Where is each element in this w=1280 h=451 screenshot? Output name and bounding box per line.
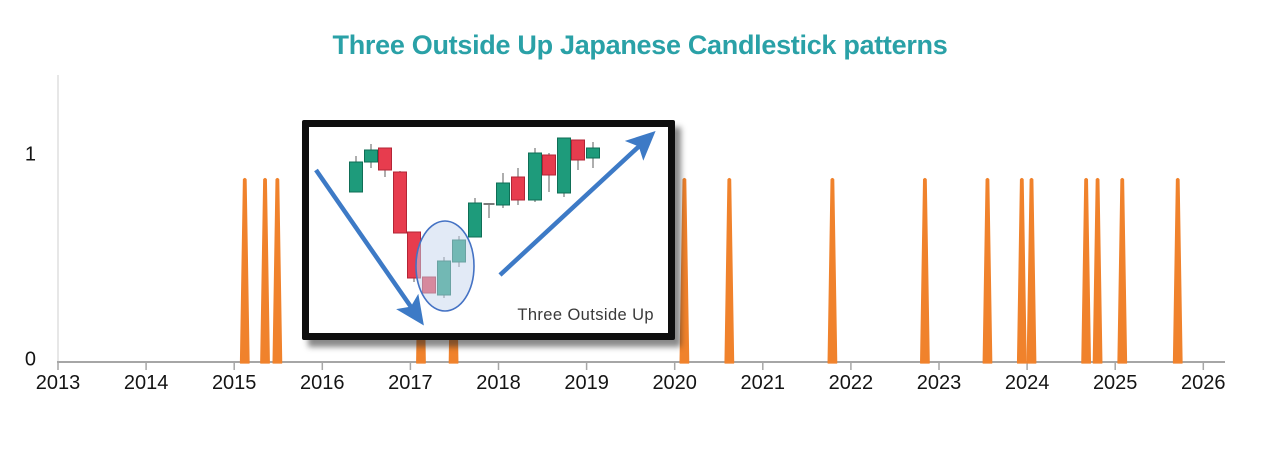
event-spike bbox=[1092, 177, 1103, 364]
candle-down bbox=[542, 153, 556, 192]
x-tick-label: 2015 bbox=[211, 372, 257, 394]
candle-up bbox=[468, 198, 482, 238]
event-spike bbox=[724, 177, 735, 364]
event-spike bbox=[272, 177, 283, 364]
candle-down bbox=[378, 147, 392, 177]
x-tick-label: 2017 bbox=[388, 372, 433, 394]
event-spike bbox=[679, 177, 690, 364]
event-spike bbox=[1081, 177, 1092, 364]
event-spike bbox=[1172, 177, 1183, 364]
event-spike bbox=[260, 177, 270, 364]
candle-down bbox=[393, 171, 407, 234]
uptrend-arrow-icon bbox=[498, 130, 656, 277]
y-tick-label: 0 bbox=[24, 348, 36, 371]
x-tick-label: 2024 bbox=[1004, 372, 1050, 394]
x-tick-label: 2018 bbox=[476, 372, 521, 394]
x-tick-label: 2022 bbox=[828, 372, 874, 394]
event-spike bbox=[982, 177, 993, 364]
candle-up bbox=[557, 137, 571, 197]
x-tick-label: 2026 bbox=[1181, 372, 1226, 394]
candle-up bbox=[496, 173, 510, 208]
y-tick-label: 1 bbox=[24, 143, 36, 166]
pattern-inset: Three Outside Up bbox=[302, 120, 675, 340]
event-spike bbox=[239, 177, 250, 364]
candle-up bbox=[528, 148, 542, 202]
x-tick-label: 2020 bbox=[652, 372, 697, 394]
x-tick-label: 2014 bbox=[123, 372, 169, 394]
chart-title: Three Outside Up Japanese Candlestick pa… bbox=[332, 30, 948, 60]
event-spike bbox=[920, 177, 930, 364]
event-spike bbox=[1026, 177, 1037, 364]
event-spike bbox=[1016, 177, 1027, 364]
x-tick-label: 2019 bbox=[564, 372, 609, 394]
candle-up bbox=[349, 156, 363, 193]
downtrend-arrow-icon bbox=[314, 168, 424, 326]
trend-arrows bbox=[314, 130, 656, 326]
x-tick-label: 2016 bbox=[300, 372, 345, 394]
event-spike bbox=[1117, 177, 1128, 364]
pattern-highlight-ellipse bbox=[415, 220, 475, 312]
candlestick-diagram bbox=[314, 130, 656, 326]
x-tick-label: 2025 bbox=[1092, 372, 1138, 394]
candle-up bbox=[586, 142, 600, 168]
x-tick-label: 2013 bbox=[35, 372, 81, 394]
x-axis-ticks bbox=[57, 362, 1205, 370]
candle-down bbox=[511, 168, 525, 205]
candle-up bbox=[364, 144, 378, 168]
pattern-label: Three Outside Up bbox=[517, 306, 654, 324]
x-tick-label: 2023 bbox=[916, 372, 962, 394]
candle-doji bbox=[483, 203, 495, 218]
x-tick-label: 2021 bbox=[740, 372, 786, 394]
candle-down bbox=[571, 139, 585, 170]
event-spike bbox=[827, 177, 838, 364]
event-spikes bbox=[239, 177, 1183, 364]
